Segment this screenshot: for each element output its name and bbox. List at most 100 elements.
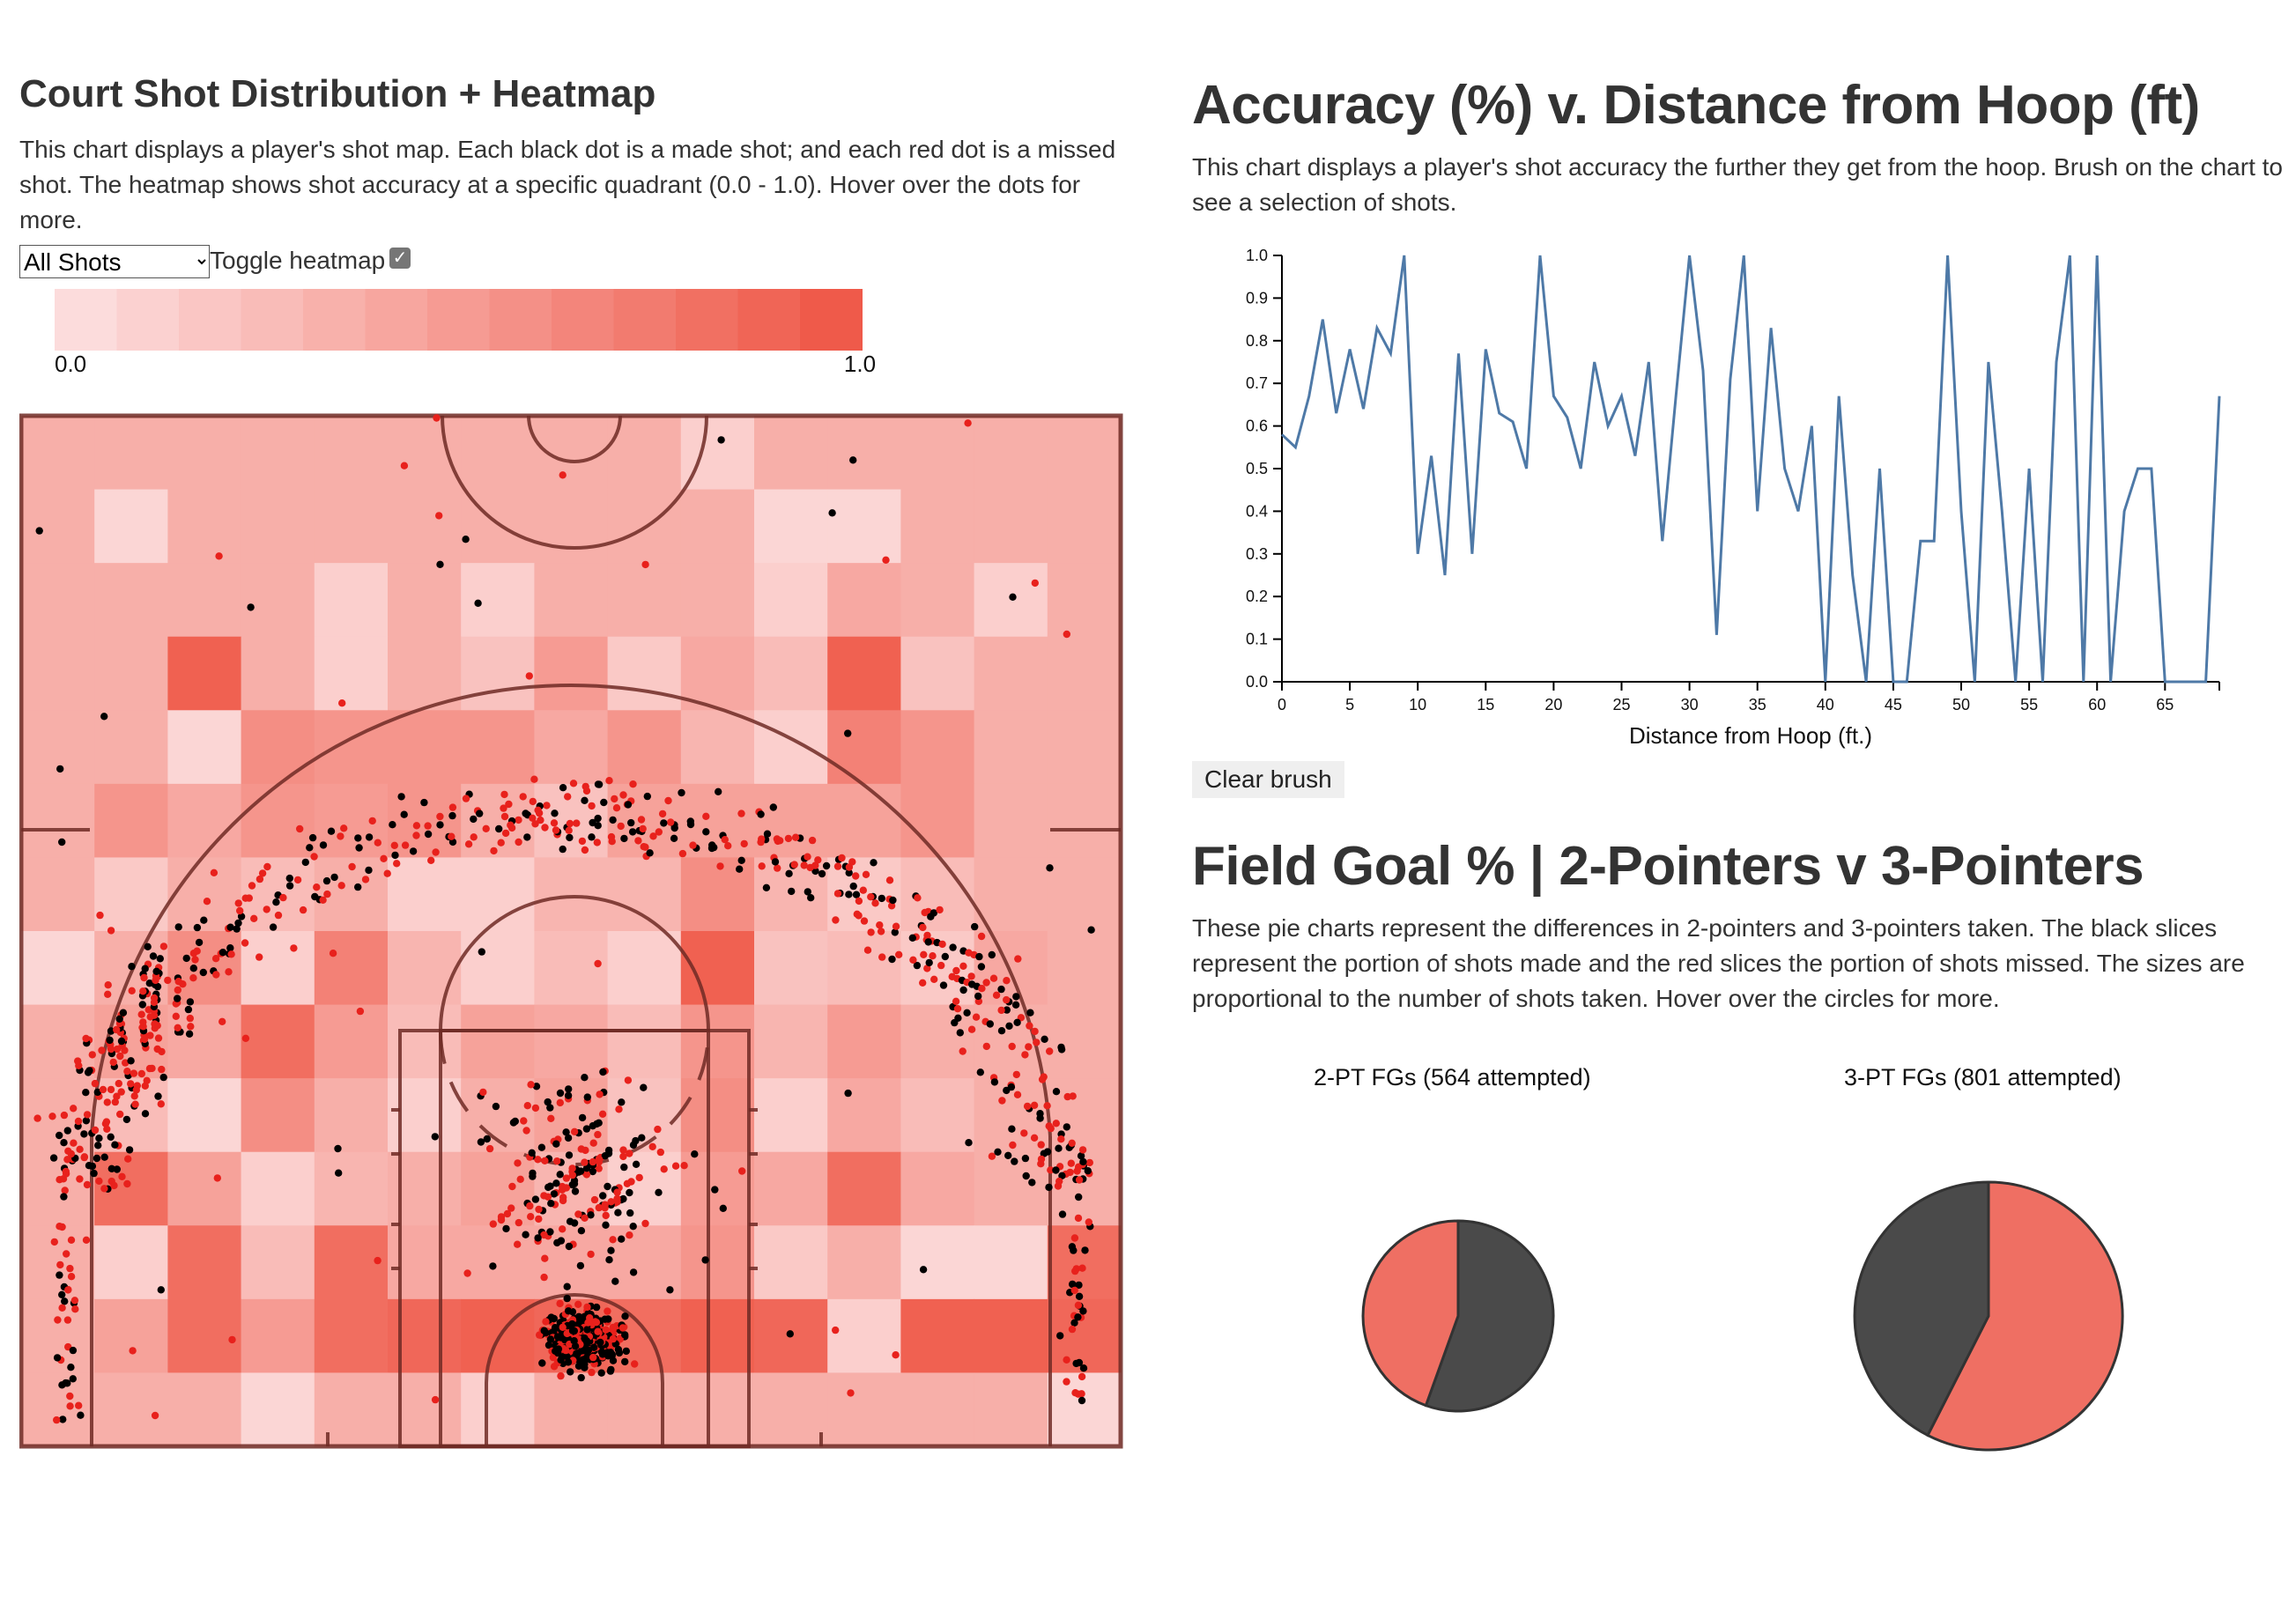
made-shot-dot[interactable] <box>1070 1246 1078 1254</box>
missed-shot-dot[interactable] <box>648 1142 656 1150</box>
missed-shot-dot[interactable] <box>737 810 745 817</box>
missed-shot-dot[interactable] <box>299 906 307 914</box>
made-shot-dot[interactable] <box>85 1067 93 1075</box>
missed-shot-dot[interactable] <box>482 824 490 832</box>
made-shot-dot[interactable] <box>69 1375 77 1383</box>
made-shot-dot[interactable] <box>565 1151 574 1159</box>
made-shot-dot[interactable] <box>655 1188 663 1196</box>
made-shot-dot[interactable] <box>621 1357 629 1366</box>
missed-shot-dot[interactable] <box>876 921 884 929</box>
missed-shot-dot[interactable] <box>541 824 549 832</box>
missed-shot-dot[interactable] <box>541 1157 549 1164</box>
made-shot-dot[interactable] <box>737 856 745 864</box>
made-shot-dot[interactable] <box>193 923 202 932</box>
missed-shot-dot[interactable] <box>582 1171 591 1179</box>
missed-shot-dot[interactable] <box>130 1069 138 1077</box>
missed-shot-dot[interactable] <box>448 832 455 840</box>
made-shot-dot[interactable] <box>988 950 996 959</box>
missed-shot-dot[interactable] <box>930 975 938 983</box>
missed-shot-dot[interactable] <box>877 928 885 935</box>
made-shot-dot[interactable] <box>763 830 772 838</box>
made-shot-dot[interactable] <box>1087 926 1095 934</box>
made-shot-dot[interactable] <box>1005 1022 1013 1030</box>
made-shot-dot[interactable] <box>233 925 241 933</box>
missed-shot-dot[interactable] <box>952 997 960 1005</box>
made-shot-dot[interactable] <box>1063 1123 1071 1131</box>
made-shot-dot[interactable] <box>949 943 957 951</box>
missed-shot-dot[interactable] <box>581 782 589 791</box>
missed-shot-dot[interactable] <box>547 1114 555 1122</box>
missed-shot-dot[interactable] <box>989 974 998 982</box>
missed-shot-dot[interactable] <box>88 1051 97 1059</box>
missed-shot-dot[interactable] <box>66 1392 74 1401</box>
missed-shot-dot[interactable] <box>892 1351 900 1359</box>
made-shot-dot[interactable] <box>571 1342 580 1350</box>
missed-shot-dot[interactable] <box>1078 1264 1086 1272</box>
missed-shot-dot[interactable] <box>595 1164 603 1172</box>
made-shot-dot[interactable] <box>400 810 408 818</box>
made-shot-dot[interactable] <box>620 834 628 843</box>
missed-shot-dot[interactable] <box>227 950 235 958</box>
made-shot-dot[interactable] <box>537 1143 546 1151</box>
missed-shot-dot[interactable] <box>626 1231 633 1239</box>
missed-shot-dot[interactable] <box>542 1318 550 1326</box>
missed-shot-dot[interactable] <box>75 1401 83 1409</box>
missed-shot-dot[interactable] <box>1070 1286 1078 1295</box>
missed-shot-dot[interactable] <box>107 1085 115 1094</box>
made-shot-dot[interactable] <box>1007 1083 1016 1091</box>
missed-shot-dot[interactable] <box>1037 1160 1045 1168</box>
missed-shot-dot[interactable] <box>892 922 900 930</box>
made-shot-dot[interactable] <box>547 1200 555 1208</box>
missed-shot-dot[interactable] <box>557 1371 565 1380</box>
missed-shot-dot[interactable] <box>470 833 478 841</box>
missed-shot-dot[interactable] <box>107 927 115 935</box>
missed-shot-dot[interactable] <box>1023 1102 1032 1111</box>
made-shot-dot[interactable] <box>852 891 861 898</box>
missed-shot-dot[interactable] <box>595 1203 603 1212</box>
made-shot-dot[interactable] <box>60 1193 68 1201</box>
missed-shot-dot[interactable] <box>982 1042 991 1051</box>
missed-shot-dot[interactable] <box>559 471 567 479</box>
missed-shot-dot[interactable] <box>436 812 444 821</box>
missed-shot-dot[interactable] <box>601 1201 609 1209</box>
missed-shot-dot[interactable] <box>433 414 441 422</box>
missed-shot-dot[interactable] <box>1046 1047 1054 1055</box>
missed-shot-dot[interactable] <box>806 863 814 872</box>
missed-shot-dot[interactable] <box>368 817 376 825</box>
missed-shot-dot[interactable] <box>563 1329 571 1338</box>
missed-shot-dot[interactable] <box>130 1092 138 1100</box>
made-shot-dot[interactable] <box>614 1209 622 1216</box>
missed-shot-dot[interactable] <box>590 1195 599 1204</box>
made-shot-dot[interactable] <box>578 1113 587 1122</box>
missed-shot-dot[interactable] <box>612 804 621 812</box>
missed-shot-dot[interactable] <box>1025 1043 1033 1051</box>
made-shot-dot[interactable] <box>849 882 857 891</box>
missed-shot-dot[interactable] <box>564 793 572 801</box>
made-shot-dot[interactable] <box>355 844 363 852</box>
made-shot-dot[interactable] <box>1074 1313 1082 1321</box>
missed-shot-dot[interactable] <box>758 862 766 870</box>
made-shot-dot[interactable] <box>301 858 309 867</box>
missed-shot-dot[interactable] <box>658 810 667 818</box>
missed-shot-dot[interactable] <box>234 899 242 907</box>
missed-shot-dot[interactable] <box>871 899 879 907</box>
missed-shot-dot[interactable] <box>543 802 551 810</box>
missed-shot-dot[interactable] <box>383 869 391 877</box>
missed-shot-dot[interactable] <box>505 800 513 809</box>
made-shot-dot[interactable] <box>626 1188 633 1197</box>
missed-shot-dot[interactable] <box>523 1102 531 1110</box>
made-shot-dot[interactable] <box>604 1315 612 1323</box>
missed-shot-dot[interactable] <box>885 876 894 884</box>
missed-shot-dot[interactable] <box>159 943 168 950</box>
missed-shot-dot[interactable] <box>1030 1134 1039 1142</box>
missed-shot-dot[interactable] <box>618 1324 627 1332</box>
missed-shot-dot[interactable] <box>565 826 573 834</box>
made-shot-dot[interactable] <box>701 1256 709 1264</box>
made-shot-dot[interactable] <box>285 882 294 890</box>
made-shot-dot[interactable] <box>736 865 744 873</box>
made-shot-dot[interactable] <box>1022 1172 1030 1180</box>
missed-shot-dot[interactable] <box>401 841 410 849</box>
made-shot-dot[interactable] <box>1075 1281 1083 1290</box>
made-shot-dot[interactable] <box>478 948 485 956</box>
made-shot-dot[interactable] <box>189 965 197 972</box>
